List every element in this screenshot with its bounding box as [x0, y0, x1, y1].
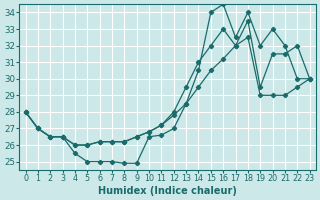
- X-axis label: Humidex (Indice chaleur): Humidex (Indice chaleur): [98, 186, 237, 196]
